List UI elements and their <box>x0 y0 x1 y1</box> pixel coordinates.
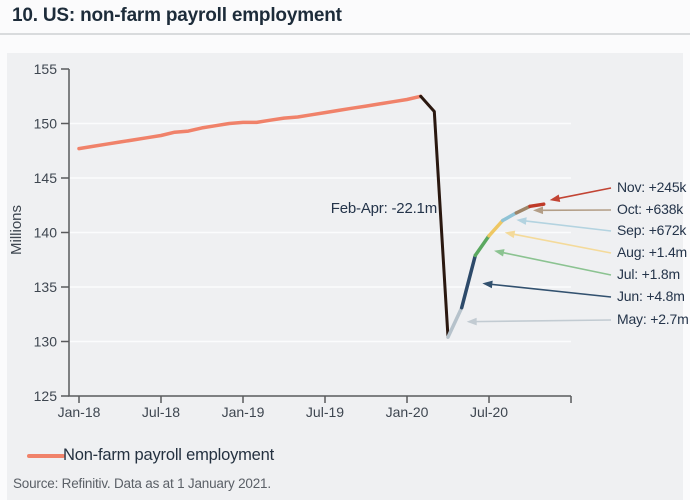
recovery-segment-may-20 <box>446 305 464 339</box>
callout-label-oct-20: Oct: +638k <box>617 201 684 217</box>
recovery-segment-aug-20 <box>487 218 505 238</box>
x-tick-label: Jan-18 <box>58 404 101 420</box>
axes <box>61 68 572 403</box>
x-tick-label: Jul-18 <box>142 404 180 420</box>
payroll-chart: 125 130 135 140 145 150 155 Jan-18 Jul-18 Jan-19 J… <box>8 61 612 420</box>
arrowhead-nov-20 <box>549 194 561 202</box>
arrowhead-jun-20 <box>482 280 493 289</box>
callout-arrows <box>466 187 612 326</box>
arrowhead-may-20 <box>466 317 477 326</box>
covid-drop-line <box>419 94 450 339</box>
arrowhead-oct-20 <box>533 206 544 215</box>
callout-label-may-20: May: +2.7m <box>617 311 689 327</box>
legend-label: Non-farm payroll employment <box>63 446 275 464</box>
y-tick-label: 125 <box>34 388 58 404</box>
callout-label-jul-20: Jul: +1.8m <box>617 266 680 282</box>
series-lines <box>77 94 546 339</box>
callout-label-sep-20: Sep: +672k <box>617 222 687 238</box>
main-series-line <box>77 94 423 151</box>
recovery-segment-jul-20 <box>473 234 491 258</box>
arrowhead-sep-20 <box>516 217 527 225</box>
y-tick-label: 135 <box>34 279 58 295</box>
annotation-feb-apr: Feb-Apr: -22.1m <box>330 200 437 217</box>
callout-label-jun-20: Jun: +4.8m <box>617 288 685 304</box>
y-tick-label: 150 <box>34 116 58 132</box>
gridlines <box>69 122 571 343</box>
arrowhead-aug-20 <box>504 230 516 239</box>
x-tick-label: Jul-19 <box>306 404 344 420</box>
recovery-segment-nov-20 <box>528 202 546 209</box>
y-tick-label: 155 <box>34 61 58 77</box>
recovery-segment-jun-20 <box>459 253 478 310</box>
axis-labels: 125 130 135 140 145 150 155 Jan-18 Jul-18 Jan-19 J… <box>8 61 508 420</box>
y-axis-title: Millions <box>8 205 25 255</box>
x-tick-label: Jul-20 <box>470 404 508 420</box>
chart-panel: 125 130 135 140 145 150 155 Jan-18 Jul-18 Jan-19 J… <box>7 53 689 500</box>
y-tick-label: 140 <box>34 225 58 241</box>
legend-swatch <box>27 454 65 458</box>
page-title: 10. US: non-farm payroll employment <box>12 5 342 26</box>
callout-label-aug-20: Aug: +1.4m <box>617 244 687 260</box>
source-text: Source: Refinitiv. Data as at 1 January … <box>13 476 271 491</box>
recovery-segment-oct-20 <box>514 204 532 215</box>
y-tick-label: 130 <box>34 334 58 350</box>
callout-label-nov-20: Nov: +245k <box>617 179 687 195</box>
title-divider <box>0 33 690 35</box>
arrowhead-jul-20 <box>494 249 505 257</box>
x-tick-label: Jan-19 <box>222 404 265 420</box>
x-tick-label: Jan-20 <box>386 404 429 420</box>
recovery-segment-sep-20 <box>500 211 519 223</box>
y-tick-label: 145 <box>34 170 58 186</box>
